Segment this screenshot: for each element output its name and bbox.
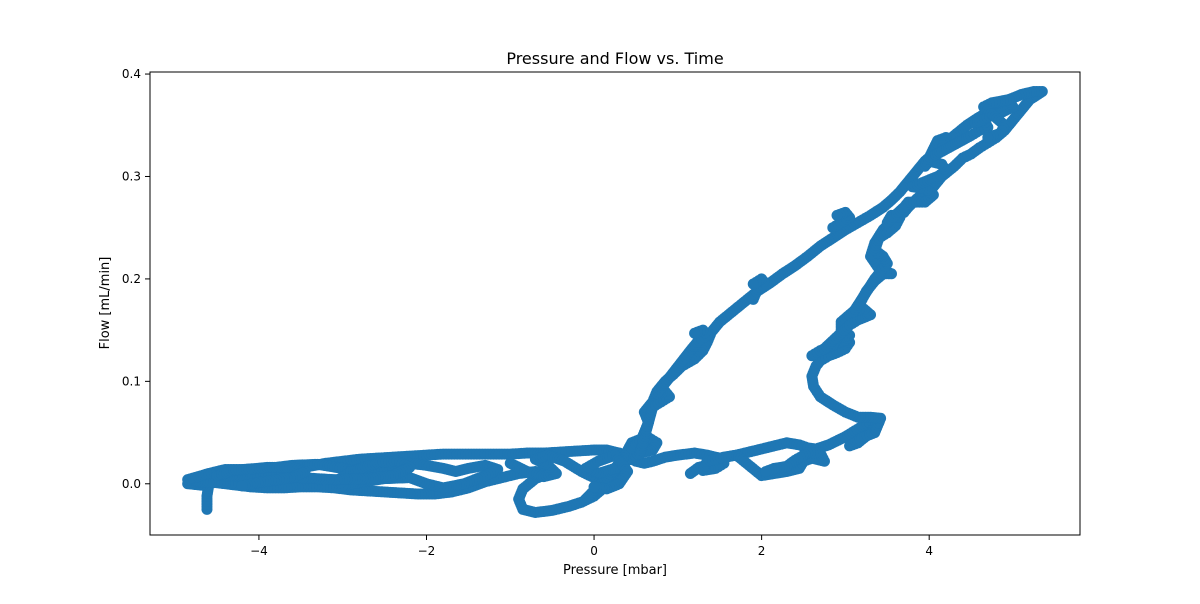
data-point	[236, 480, 248, 492]
x-tick-label: 2	[758, 544, 766, 558]
y-tick-label: 0.3	[122, 169, 141, 183]
x-tick-label: 0	[590, 544, 598, 558]
y-axis-label: Flow [mL/min]	[98, 257, 113, 350]
scatter-points	[182, 85, 1048, 518]
plot-frame	[149, 71, 1081, 536]
y-tick-label: 0.4	[122, 67, 141, 81]
data-point	[760, 465, 772, 477]
data-point	[588, 481, 600, 493]
y-tick-label: 0.1	[122, 374, 141, 388]
data-point	[747, 278, 759, 290]
x-axis-label: Pressure [mbar]	[563, 563, 667, 578]
x-tick-label: 4	[925, 544, 933, 558]
y-tick-label: 0.0	[122, 477, 141, 491]
x-tick-label: −2	[418, 544, 436, 558]
x-axis-ticks: −4 −2 0 2 4	[250, 535, 933, 558]
chart-title: Pressure and Flow vs. Time	[506, 49, 723, 68]
data-point	[982, 132, 994, 144]
x-tick-label: −4	[250, 544, 268, 558]
data-point	[689, 327, 701, 339]
data-point	[831, 209, 843, 221]
y-tick-label: 0.2	[122, 272, 141, 286]
y-axis-ticks: 0.0 0.1 0.2 0.3 0.4	[122, 67, 150, 491]
